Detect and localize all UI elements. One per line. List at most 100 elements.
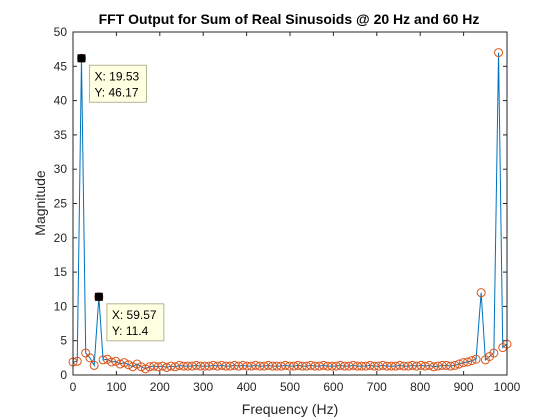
data-point[interactable] xyxy=(272,361,282,371)
data-point[interactable] xyxy=(476,288,486,298)
data-point[interactable] xyxy=(196,361,206,371)
datatip-x-text: X: 19.53 xyxy=(94,69,139,83)
data-point[interactable] xyxy=(340,361,350,371)
data-point[interactable] xyxy=(433,361,443,371)
x-tick-label: 600 xyxy=(323,380,343,394)
data-point[interactable] xyxy=(450,360,460,370)
data-point[interactable] xyxy=(238,360,248,370)
data-point[interactable] xyxy=(89,360,99,370)
data-point[interactable] xyxy=(369,361,379,371)
data-point[interactable] xyxy=(424,360,434,370)
data-point[interactable] xyxy=(124,360,134,370)
datatip-x-text: X: 59.57 xyxy=(112,308,157,322)
data-point[interactable] xyxy=(246,361,256,371)
data-point[interactable] xyxy=(280,360,290,370)
data-point[interactable] xyxy=(327,361,337,371)
data-point[interactable] xyxy=(255,361,265,371)
data-point[interactable] xyxy=(318,360,328,370)
data-point[interactable] xyxy=(306,360,316,370)
data-point[interactable] xyxy=(407,360,417,370)
y-tick-label: 0 xyxy=(60,368,67,382)
data-point[interactable] xyxy=(183,361,193,371)
y-tick-label: 40 xyxy=(54,94,68,108)
data-point[interactable] xyxy=(119,358,129,368)
data-point[interactable] xyxy=(297,361,307,371)
data-point[interactable] xyxy=(107,357,117,367)
data-point[interactable] xyxy=(420,361,430,371)
data-point[interactable] xyxy=(494,48,504,58)
data-point[interactable] xyxy=(251,360,261,370)
data-point[interactable] xyxy=(98,355,108,365)
data-point[interactable] xyxy=(293,360,303,370)
data-point[interactable] xyxy=(463,357,473,367)
datatips-layer: X: 19.53 Y: 46.17 X: 59.57 Y: 11.4 xyxy=(77,54,165,342)
y-tick-label: 25 xyxy=(54,197,68,211)
y-tick-label: 45 xyxy=(54,59,68,73)
data-point[interactable] xyxy=(458,358,468,368)
data-point[interactable] xyxy=(348,360,358,370)
y-axis-ticks: 0 5 10 15 20 25 30 35 40 45 50 xyxy=(54,25,507,382)
y-tick-label: 10 xyxy=(54,299,68,313)
data-point[interactable] xyxy=(217,360,227,370)
data-point[interactable] xyxy=(221,361,231,371)
data-point[interactable] xyxy=(467,356,477,366)
data-point[interactable] xyxy=(208,360,218,370)
data-point[interactable] xyxy=(166,361,176,371)
data-point[interactable] xyxy=(382,361,392,371)
x-tick-label: 0 xyxy=(70,380,77,394)
y-tick-label: 15 xyxy=(54,265,68,279)
data-point[interactable] xyxy=(170,362,180,372)
x-axis-label: Frequency (Hz) xyxy=(242,401,338,417)
y-tick-label: 50 xyxy=(54,25,68,39)
data-point[interactable] xyxy=(386,361,396,371)
x-axis-ticks: 0 100 200 300 400 500 600 700 800 900 1000 xyxy=(70,32,521,394)
x-tick-label: 500 xyxy=(280,380,300,394)
data-point[interactable] xyxy=(234,361,244,371)
data-point[interactable] xyxy=(471,354,481,364)
data-point[interactable] xyxy=(344,361,354,371)
x-tick-label: 400 xyxy=(237,380,257,394)
datatip-y-text: Y: 11.4 xyxy=(112,324,149,338)
datatip-box[interactable] xyxy=(88,64,147,103)
x-tick-label: 100 xyxy=(106,380,126,394)
data-point[interactable] xyxy=(446,361,456,371)
data-point[interactable] xyxy=(454,359,464,369)
y-tick-label: 5 xyxy=(60,334,67,348)
data-point[interactable] xyxy=(85,353,95,363)
data-point[interactable] xyxy=(489,348,499,358)
data-point[interactable] xyxy=(200,361,210,371)
data-point[interactable] xyxy=(399,361,409,371)
data-point[interactable] xyxy=(331,361,341,371)
y-tick-label: 35 xyxy=(54,128,68,142)
data-point[interactable] xyxy=(174,360,184,370)
datatip-box[interactable] xyxy=(106,303,165,342)
data-point[interactable] xyxy=(162,362,172,372)
y-axis-label: Magnitude xyxy=(32,170,48,236)
data-point[interactable] xyxy=(365,360,375,370)
x-tick-label: 300 xyxy=(193,380,213,394)
data-point[interactable] xyxy=(268,361,278,371)
data-point[interactable] xyxy=(285,361,295,371)
data-point[interactable] xyxy=(437,360,447,370)
data-point[interactable] xyxy=(310,361,320,371)
x-tick-label: 700 xyxy=(367,380,387,394)
data-point[interactable] xyxy=(429,362,439,372)
data-point[interactable] xyxy=(263,360,273,370)
datatip-marker[interactable] xyxy=(77,54,86,63)
data-point[interactable] xyxy=(153,362,163,372)
datatip-marker[interactable] xyxy=(94,292,103,301)
data-point[interactable] xyxy=(378,360,388,370)
data-point[interactable] xyxy=(149,361,159,371)
data-point[interactable] xyxy=(242,361,252,371)
data-point[interactable] xyxy=(115,359,125,369)
axes-box xyxy=(72,31,508,376)
data-point[interactable] xyxy=(191,360,201,370)
data-point[interactable] xyxy=(140,364,150,374)
data-point[interactable] xyxy=(136,362,146,372)
data-point[interactable] xyxy=(335,360,345,370)
y-tick-label: 30 xyxy=(54,162,68,176)
data-point[interactable] xyxy=(357,361,367,371)
data-point[interactable] xyxy=(395,360,405,370)
y-tick-label: 20 xyxy=(54,231,68,245)
